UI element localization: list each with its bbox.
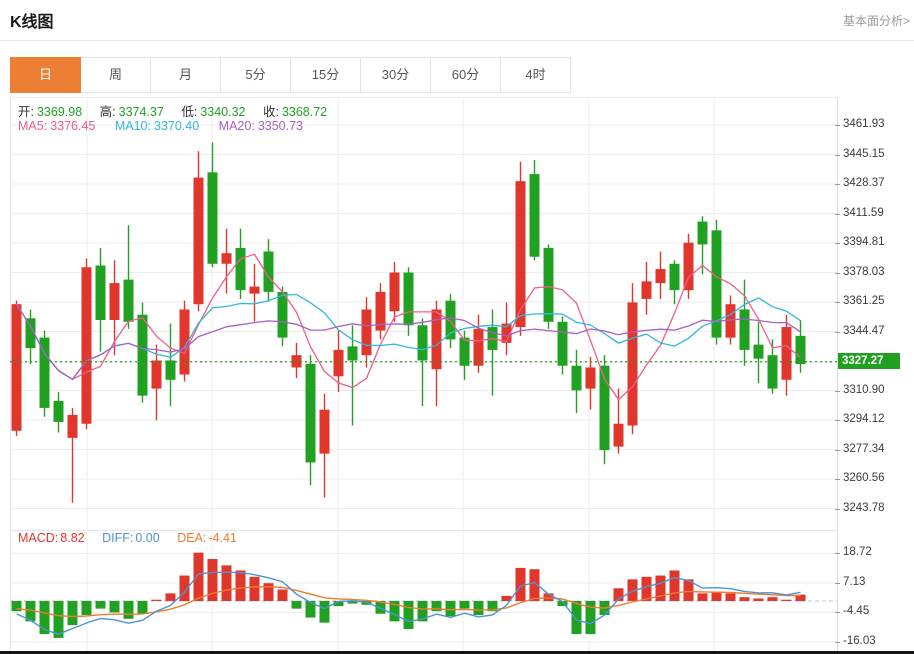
ma20-label: MA20:	[218, 119, 255, 133]
ma10-value: 3370.40	[154, 119, 200, 133]
header-divider	[0, 40, 914, 41]
dea-label: DEA:	[177, 531, 207, 545]
close-value: 3368.72	[281, 105, 328, 119]
price-tick-label: 3411.59	[843, 206, 884, 219]
low-label: 低:	[181, 105, 198, 119]
price-tick-dash	[835, 154, 840, 156]
price-tick-dash	[835, 125, 840, 126]
price-tick-label: 3461.93	[843, 118, 885, 130]
ohlc-header: 开: 3369.98 高: 3374.37 低: 3340.32 收: 3368.72	[18, 101, 330, 120]
open-label: 开:	[18, 105, 34, 119]
tab-60分[interactable]: 60分	[430, 57, 501, 93]
ma10-label: MA10:	[114, 119, 151, 133]
price-tick-label: 3344.47	[843, 324, 885, 337]
macd-header: MACD: 8.82 DIFF: 0.00 DEA: -4.41	[18, 531, 239, 545]
price-tick-dash	[835, 390, 840, 392]
tab-月[interactable]: 月	[150, 57, 221, 93]
macd-tick-dash	[835, 582, 840, 584]
diff-label: DIFF:	[102, 531, 134, 545]
fundamental-analysis-link[interactable]: 基本面分析>	[842, 14, 910, 28]
price-tick-label: 3428.37	[843, 177, 885, 189]
price-tick-label: 3378.03	[843, 265, 885, 278]
macd-tick-label: -4.45	[843, 605, 870, 618]
ma20-value: 3350.73	[257, 119, 303, 133]
ma5-value: 3376.45	[50, 119, 96, 133]
diff-value: 0.00	[135, 531, 160, 545]
open-value: 3369.98	[36, 105, 83, 119]
price-tick-label: 3445.15	[843, 147, 885, 160]
tab-周[interactable]: 周	[80, 57, 151, 93]
bottom-border	[0, 651, 914, 654]
price-tick-label: 3294.12	[843, 413, 885, 426]
macd-chart[interactable]	[10, 530, 838, 651]
macd-tick-label: -16.03	[843, 634, 876, 647]
price-tick-dash	[835, 243, 840, 244]
price-tick-dash	[835, 508, 840, 510]
ma-header: MA5: 3376.45 MA10: 3370.40 MA20: 3350.73	[18, 119, 306, 133]
macd-tick-dash	[835, 553, 840, 555]
dea-value: -4.41	[208, 531, 237, 545]
macd-label: MACD:	[18, 531, 59, 545]
price-tick-dash	[835, 449, 840, 451]
page-title: K线图	[10, 14, 54, 31]
price-tick-label: 3394.81	[843, 236, 885, 248]
price-tick-dash	[835, 479, 840, 481]
macd-tick-dash	[835, 641, 840, 643]
price-tick-dash	[835, 302, 840, 303]
price-tick-label: 3260.56	[843, 472, 885, 485]
price-tick-label: 3243.78	[843, 501, 885, 514]
tab-4时[interactable]: 4时	[500, 57, 571, 93]
tab-5分[interactable]: 5分	[220, 57, 291, 93]
tab-日[interactable]: 日	[10, 57, 81, 93]
price-tick-label: 3277.34	[843, 442, 885, 455]
high-label: 高:	[99, 105, 116, 119]
price-tick-dash	[835, 184, 840, 185]
high-value: 3374.37	[118, 105, 164, 119]
close-label: 收:	[262, 105, 279, 119]
ma5-label: MA5:	[18, 119, 48, 133]
macd-tick-label: 18.72	[843, 546, 872, 559]
macd-tick-dash	[835, 612, 840, 614]
macd-tick-label: 7.13	[843, 575, 866, 588]
price-tick-dash	[835, 331, 840, 333]
price-tick-dash	[835, 420, 840, 422]
macd-value: 8.82	[60, 531, 85, 545]
tab-15分[interactable]: 15分	[290, 57, 361, 93]
price-tick-dash	[835, 213, 840, 215]
price-tick-label: 3310.90	[843, 383, 885, 396]
price-tick-label: 3361.25	[843, 295, 885, 307]
period-tabs: 日周月 5分 15分 30分 60分 4时	[10, 57, 571, 93]
tab-30分[interactable]: 30分	[360, 57, 431, 93]
candlestick-chart[interactable]	[10, 97, 838, 530]
price-axis-line	[837, 97, 838, 652]
current-price-tag: 3327.27	[838, 352, 900, 369]
low-value: 3340.32	[200, 105, 246, 119]
price-tick-dash	[835, 272, 840, 274]
